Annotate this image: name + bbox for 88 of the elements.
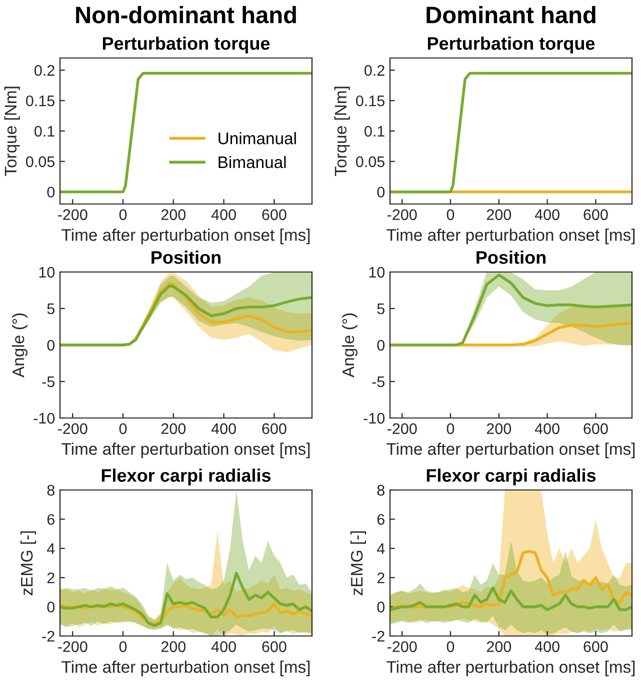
x-tick-label: 600	[262, 641, 286, 652]
y-tick-label: 10	[39, 266, 55, 278]
y-tick-label: 4	[376, 543, 385, 554]
y-tick-label: 0.2	[364, 65, 384, 76]
x-tick-label: 400	[211, 423, 236, 434]
x-tick-label: 0	[119, 423, 127, 434]
y-tick-label: 5	[377, 304, 384, 314]
x-axis-title: Time after perturbation onset [ms]	[62, 228, 310, 244]
chart-subtitle: Perturbation torque	[102, 36, 270, 54]
x-axis-title: Time after perturbation onset [ms]	[62, 660, 310, 676]
x-tick-label: 600	[584, 641, 608, 652]
y-tick-label: 0.1	[34, 126, 54, 137]
legend-label: Bimanual	[218, 156, 286, 168]
chart-title: Position	[152, 250, 220, 264]
x-tick-label: -200	[387, 209, 417, 220]
line-series	[60, 572, 312, 628]
x-tick-label: 200	[486, 209, 512, 220]
y-axis-title: Angle (°)	[342, 314, 358, 378]
y-tick-label: 10	[369, 266, 385, 278]
y-tick-label: 5	[47, 304, 54, 314]
y-tick-label: 8	[377, 484, 384, 496]
x-axis-title: Time after perturbation onset [ms]	[386, 228, 635, 244]
x-tick-label: 0	[119, 641, 127, 652]
y-tick-label: -2	[372, 630, 384, 642]
x-tick-label: -200	[387, 423, 417, 434]
chart-title: Dominant hand	[426, 6, 596, 24]
y-axis-title: Torque [Nm]	[334, 86, 350, 176]
y-tick-label: 0	[377, 186, 385, 198]
y-axis-title: Torque [Nm]	[4, 86, 20, 176]
x-tick-label: -200	[58, 641, 88, 652]
line-series	[390, 586, 632, 612]
y-tick-label: 8	[47, 484, 54, 496]
chart-subtitle: Perturbation torque	[428, 36, 595, 54]
x-tick-label: -200	[58, 209, 88, 220]
x-tick-label: 0	[446, 641, 454, 652]
chart-title: Flexor carpi radialis	[426, 468, 596, 486]
x-tick-label: 0	[446, 209, 454, 220]
x-tick-label: 400	[534, 209, 560, 220]
y-tick-label: -10	[364, 412, 385, 424]
x-tick-label: 200	[161, 641, 186, 652]
x-tick-label: 200	[486, 423, 512, 434]
x-tick-label: 600	[584, 209, 608, 220]
x-tick-label: 200	[161, 209, 186, 220]
x-tick-label: 0	[119, 209, 127, 220]
x-tick-label: 0	[446, 423, 454, 434]
x-tick-label: 600	[584, 423, 608, 434]
line-series	[60, 72, 312, 194]
x-axis-title: Time after perturbation onset [ms]	[62, 442, 310, 458]
y-tick-label: 0.05	[26, 156, 54, 168]
y-tick-label: -10	[34, 412, 55, 424]
x-tick-label: 200	[161, 423, 186, 434]
x-tick-label: -200	[58, 423, 88, 434]
y-tick-label: 0	[47, 340, 55, 351]
y-tick-label: 0.15	[26, 95, 54, 106]
y-tick-label: 0.2	[34, 65, 54, 76]
y-tick-label: 0	[47, 186, 55, 198]
x-tick-label: 400	[211, 209, 236, 220]
x-tick-label: 400	[534, 423, 560, 434]
y-tick-label: 2	[377, 572, 384, 584]
y-tick-label: 4	[46, 543, 55, 554]
y-tick-label: 0	[377, 602, 385, 612]
y-tick-label: 0	[47, 602, 55, 612]
y-tick-label: 6	[377, 514, 384, 525]
y-tick-label: 0	[377, 340, 385, 351]
chart-title: Position	[476, 250, 546, 264]
y-axis-title: zEMG [-]	[350, 531, 366, 596]
x-tick-label: 600	[262, 423, 286, 434]
x-tick-label: 400	[211, 641, 236, 652]
chart-title: Non-dominant hand	[76, 6, 296, 24]
y-tick-label: -2	[42, 630, 54, 642]
x-axis-title: Time after perturbation onset [ms]	[386, 442, 635, 458]
y-axis-title: zEMG [-]	[20, 531, 36, 596]
y-tick-label: 0.15	[356, 95, 384, 106]
x-tick-label: 400	[534, 641, 560, 652]
x-axis-title: Time after perturbation onset [ms]	[386, 660, 635, 676]
line-series	[390, 72, 632, 194]
x-tick-label: 600	[262, 209, 286, 220]
legend-label: Unimanual	[218, 132, 296, 144]
y-tick-label: 6	[47, 514, 54, 525]
chart-title: Flexor carpi radialis	[102, 468, 271, 486]
x-tick-label: -200	[387, 641, 417, 652]
y-axis-title: Angle (°)	[12, 314, 28, 378]
y-tick-label: 0.1	[364, 126, 384, 137]
x-tick-label: 200	[486, 641, 512, 652]
y-tick-label: -5	[372, 376, 384, 388]
y-tick-label: -5	[42, 376, 54, 388]
y-tick-label: 0.05	[356, 156, 384, 168]
y-tick-label: 2	[47, 572, 54, 584]
